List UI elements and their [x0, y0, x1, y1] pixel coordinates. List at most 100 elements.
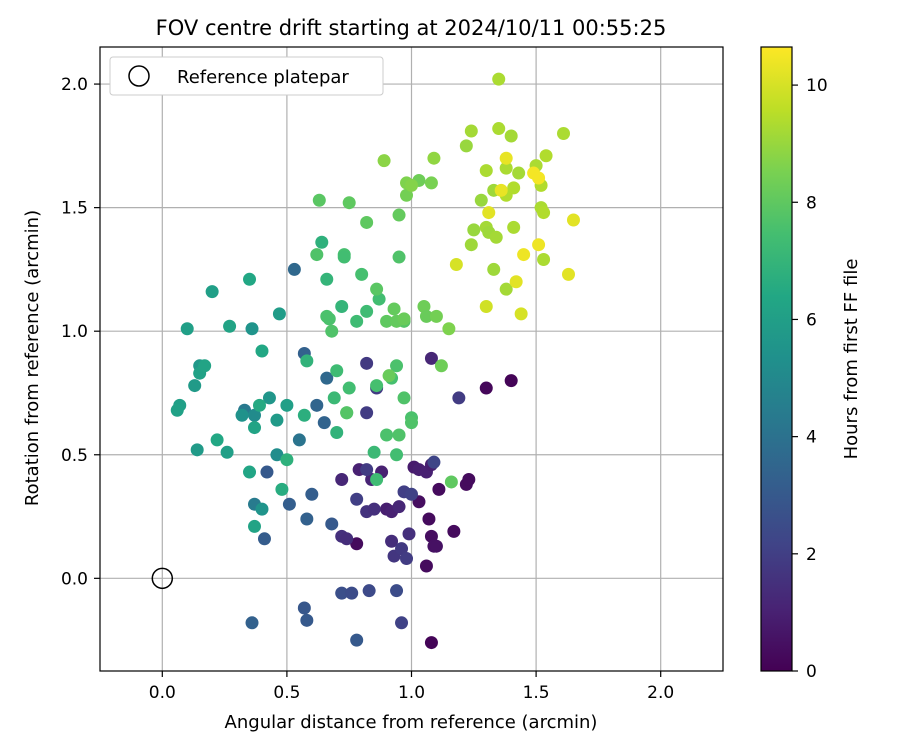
data-point: [205, 285, 219, 299]
data-point: [402, 527, 416, 541]
data-point: [392, 250, 406, 264]
data-point: [392, 428, 406, 442]
data-point: [235, 408, 249, 422]
data-point: [424, 529, 438, 543]
data-point: [360, 356, 374, 370]
data-point: [489, 230, 503, 244]
data-point: [405, 416, 418, 430]
y-tick-label: 0.5: [61, 446, 88, 466]
data-point: [539, 149, 553, 163]
data-point: [372, 292, 386, 306]
reference-platepar-marker: [151, 567, 174, 590]
data-point: [370, 379, 384, 393]
data-point: [429, 539, 443, 553]
plot-frame: [99, 46, 724, 672]
data-point: [367, 502, 381, 516]
data-point: [248, 519, 262, 533]
data-point: [432, 482, 446, 496]
data-point: [350, 537, 364, 551]
data-point: [492, 72, 506, 86]
data-point: [405, 487, 418, 501]
data-point: [474, 193, 488, 207]
colorbar-tick-label: 0: [806, 662, 817, 682]
data-point: [467, 223, 481, 237]
data-point: [405, 178, 418, 192]
data-point: [387, 302, 401, 316]
data-point: [243, 272, 257, 286]
data-point: [561, 267, 575, 281]
data-point: [390, 359, 404, 373]
data-point: [180, 322, 194, 336]
data-point: [422, 512, 436, 526]
data-point: [447, 524, 461, 538]
data-point: [429, 309, 443, 323]
x-tick-label: 2.0: [647, 683, 674, 703]
data-point: [317, 416, 331, 430]
x-tick-label: 0.5: [273, 683, 300, 703]
data-point: [322, 312, 336, 326]
grid-lines: [100, 47, 723, 671]
data-point: [300, 354, 314, 368]
data-point: [444, 475, 458, 489]
colorbar-tick-label: 8: [806, 193, 817, 213]
data-point: [504, 129, 518, 143]
data-point: [350, 492, 364, 506]
data-point: [479, 164, 493, 178]
data-point: [380, 428, 394, 442]
data-point: [487, 262, 501, 276]
data-point: [494, 183, 508, 197]
data-point: [362, 584, 376, 598]
data-point: [337, 250, 351, 264]
colorbar-tick-label: 6: [806, 310, 817, 330]
data-point: [320, 272, 334, 286]
data-point: [417, 299, 431, 313]
data-point: [272, 307, 286, 321]
data-point: [419, 309, 433, 323]
data-point: [260, 465, 274, 479]
legend-box: [109, 56, 384, 96]
data-point: [479, 299, 493, 313]
data-point: [377, 154, 391, 168]
data-point: [170, 403, 184, 417]
data-point: [449, 257, 463, 271]
data-point: [257, 532, 271, 546]
data-point: [350, 314, 364, 328]
data-point: [557, 126, 571, 140]
data-point: [537, 253, 551, 267]
x-tick-label: 1.0: [398, 683, 425, 703]
data-point: [248, 421, 262, 435]
data-point: [325, 324, 339, 338]
data-point: [434, 359, 448, 373]
x-tick-label: 0.0: [149, 683, 176, 703]
data-point: [243, 465, 257, 479]
data-point: [566, 213, 580, 227]
data-point: [198, 359, 212, 373]
data-point: [310, 248, 324, 262]
data-point: [360, 304, 374, 318]
data-point: [312, 193, 326, 207]
data-point: [210, 433, 224, 447]
data-point: [390, 584, 404, 598]
data-point: [424, 636, 438, 650]
colorbar-tick-label: 2: [806, 545, 817, 565]
data-point: [292, 433, 306, 447]
y-tick-label: 2.0: [61, 75, 88, 95]
data-point: [397, 391, 411, 405]
data-point: [310, 398, 324, 412]
data-point: [315, 235, 329, 249]
legend: Reference platepar: [109, 56, 384, 96]
data-point: [255, 344, 269, 358]
data-point: [360, 406, 374, 420]
data-point: [459, 139, 473, 153]
x-tick-label: 1.5: [523, 683, 550, 703]
y-tick-label: 0.0: [61, 569, 88, 589]
data-point: [262, 391, 276, 405]
data-point: [297, 408, 311, 422]
colorbar-ticks: 0 2 4 6 8 10: [792, 76, 828, 682]
data-point: [395, 542, 409, 556]
data-point: [492, 122, 506, 136]
data-point: [248, 408, 262, 422]
y-axis-label: Rotation from reference (arcmin): [22, 210, 43, 506]
data-point: [382, 369, 396, 383]
data-point: [275, 482, 289, 496]
